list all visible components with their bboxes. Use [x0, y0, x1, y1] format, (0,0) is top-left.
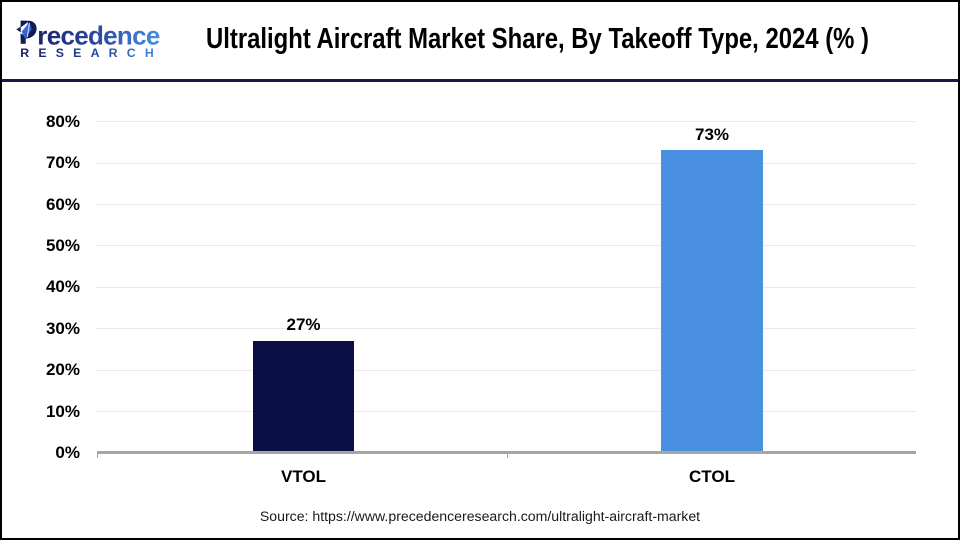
- svg-text:RESEARCH: RESEARCH: [20, 46, 163, 60]
- svg-text:recedence: recedence: [37, 21, 160, 51]
